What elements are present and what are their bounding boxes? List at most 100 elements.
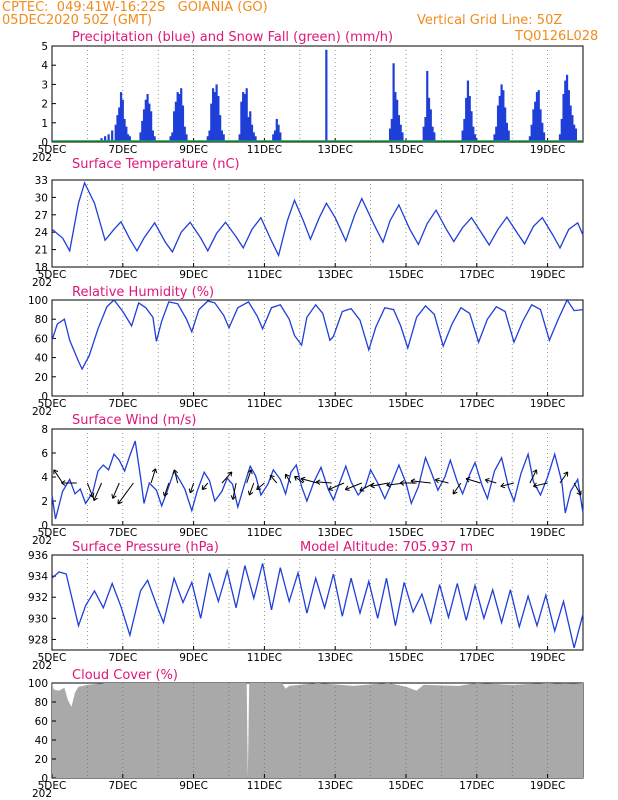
precip-bar — [493, 134, 496, 142]
precip-bar — [151, 130, 154, 142]
y-tick-label: 2 — [41, 496, 48, 508]
precip-bar — [427, 97, 431, 142]
y-tick-label: 40 — [35, 735, 48, 747]
wind-arrow-head — [188, 488, 195, 494]
wind-arrow-head — [410, 478, 416, 485]
wind-arrow — [93, 482, 103, 501]
year-label: 202 — [32, 152, 52, 164]
precip-bar — [539, 109, 542, 142]
wind-arrow-head — [500, 482, 506, 489]
precip-bar — [219, 115, 222, 142]
y-tick-label: 100 — [28, 678, 48, 690]
x-tick-label: 19DEC — [530, 269, 565, 281]
panel-frame — [51, 428, 584, 526]
precip-bar — [275, 118, 278, 142]
x-tick-label: 11DEC — [247, 269, 282, 281]
header-model-id: TQ0126L028 — [515, 29, 599, 44]
x-tick-label: 13DEC — [317, 652, 352, 664]
y-tick-label: 4 — [41, 60, 48, 72]
wind-arrow-head — [151, 468, 158, 474]
panel-title: Cloud Cover (%) — [72, 668, 178, 683]
precip-bar — [461, 130, 464, 142]
year-label: 202 — [32, 406, 52, 418]
precip-bar — [185, 134, 188, 142]
wind-arrow — [452, 482, 462, 495]
x-tick-label: 17DEC — [459, 652, 494, 664]
series-line — [51, 563, 584, 649]
precip-bar — [426, 70, 429, 142]
wind-arrow-head — [172, 469, 178, 475]
precip-bar — [392, 63, 395, 142]
wind-arrow — [269, 474, 278, 484]
x-tick-label: 19DEC — [530, 144, 565, 156]
wind-arrow — [248, 482, 255, 496]
wind-arrow — [285, 473, 292, 484]
precip-bar — [429, 109, 432, 142]
y-tick-label: 6 — [41, 448, 48, 460]
x-tick-label: 11DEC — [247, 652, 282, 664]
x-tick-label: 7DEC — [108, 398, 137, 410]
panel-6: 0 20 40 60 80 100 5DEC 7DEC 9DEC 11DEC 13DEC 15DEC 1… — [28, 668, 584, 800]
precip-bar — [247, 117, 250, 142]
precip-bar — [178, 94, 181, 142]
precip-bar — [277, 124, 280, 142]
y-tick-label: 0 — [41, 773, 48, 785]
wind-arrow-head — [532, 469, 538, 475]
y-tick-label: 3 — [41, 79, 48, 91]
precip-bar — [215, 84, 218, 142]
wind-arrow — [117, 482, 134, 505]
panel-2: 18 21 24 27 30 33 5DEC 7DEC 9DEC 11DEC 13DEC 15DEC 1… — [32, 157, 584, 289]
wind-arrow — [410, 480, 431, 484]
wind-arrow-head — [370, 482, 376, 489]
header-station: CPTEC: 049:41W-16:22S GOIANIA (GO) — [2, 0, 268, 15]
precip-bar — [240, 101, 243, 142]
wind-arrow — [300, 478, 318, 484]
wind-arrow-head — [328, 485, 334, 491]
series-line — [51, 181, 584, 258]
precip-bar — [401, 132, 404, 142]
y-tick-label: 21 — [35, 245, 48, 257]
precip-bar — [107, 134, 110, 142]
x-tick-label: 7DEC — [108, 269, 137, 281]
y-tick-label: 24 — [35, 227, 49, 239]
panel-5: 928 930 932 934 936 5DEC 7DEC 9DEC 11DEC 13DEC 15D… — [28, 540, 584, 672]
x-tick-label: 11DEC — [247, 398, 282, 410]
wind-arrow-head — [399, 480, 405, 486]
x-tick-label: 9DEC — [179, 780, 208, 792]
wind-arrow — [370, 482, 389, 487]
x-tick-label: 5DEC — [38, 527, 67, 539]
precip-bar — [564, 80, 567, 142]
precip-bar — [542, 132, 546, 142]
wind-arrow — [173, 469, 179, 484]
wind-arrow — [86, 482, 94, 498]
y-tick-label: 0 — [41, 391, 48, 403]
x-tick-label: 15DEC — [388, 780, 423, 792]
y-tick-label: 5 — [41, 41, 48, 53]
precip-bar — [528, 136, 531, 142]
precip-bar — [574, 128, 578, 142]
wind-arrow-head — [465, 476, 471, 483]
x-tick-label: 5DEC — [38, 780, 67, 792]
y-tick-label: 4 — [41, 472, 48, 484]
precip-bar — [242, 92, 245, 142]
y-tick-label: 20 — [35, 372, 48, 384]
wind-arrow — [256, 482, 265, 490]
precip-bar — [573, 124, 576, 142]
x-tick-label: 17DEC — [459, 269, 494, 281]
precip-bar — [530, 124, 533, 142]
wind-arrow-head — [117, 499, 123, 505]
precip-bar — [397, 115, 401, 142]
precip-bar — [473, 134, 477, 142]
wind-arrow — [232, 482, 237, 500]
wind-arrow-head — [359, 486, 365, 492]
precip-bar — [502, 90, 505, 142]
precip-bar — [560, 118, 563, 142]
precip-bar — [468, 95, 471, 142]
wind-arrow-head — [111, 493, 117, 499]
wind-arrow-head — [227, 471, 233, 477]
x-tick-label: 13DEC — [317, 780, 352, 792]
precip-bar — [252, 132, 255, 142]
wind-arrow — [345, 482, 362, 491]
x-tick-label: 9DEC — [179, 269, 208, 281]
model-altitude-label: Model Altitude: 705.937 m — [300, 540, 473, 555]
